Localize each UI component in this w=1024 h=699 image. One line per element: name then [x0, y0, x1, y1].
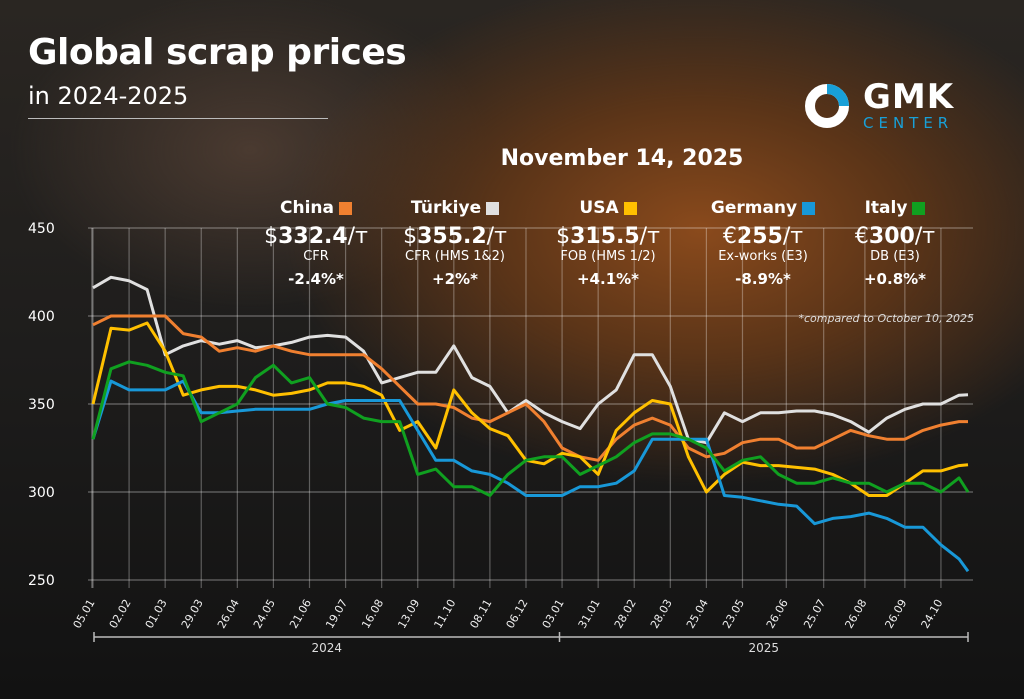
card-country: Germany [683, 198, 843, 218]
price-unit: /т [914, 224, 936, 249]
x-tick-label: 24.10 [919, 597, 946, 631]
x-tick-label: 03.01 [540, 597, 567, 631]
x-tick-label: 02.02 [107, 597, 134, 631]
x-tick-label: 06.12 [504, 597, 531, 631]
country-name: Italy [864, 198, 908, 218]
x-tick-label: 05.01 [71, 597, 98, 631]
x-tick-label: 24.05 [251, 597, 278, 631]
price-value: 255 [736, 224, 783, 249]
y-tick-label: 400 [28, 309, 55, 325]
card-country: USA [528, 198, 688, 218]
price-change: +2%* [432, 270, 478, 288]
price-card-usa: USA $315.5/т FOB (HMS 1/2) +4.1%* [528, 198, 688, 288]
x-tick-label: 26.09 [882, 597, 909, 631]
x-tick-label: 26.06 [764, 597, 791, 631]
price-value: 315.5 [570, 224, 640, 249]
x-tick-label: 01.03 [143, 597, 170, 631]
chart-subtitle: in 2024-2025 [28, 82, 189, 110]
legend-swatch [623, 201, 637, 215]
card-price: €255/т [683, 224, 843, 249]
x-tick-label: 11.10 [431, 597, 458, 631]
price-basis: FOB (HMS 1/2) [560, 249, 656, 264]
price-basis: CFR (HMS 1&2) [405, 249, 505, 264]
price-card-germany: Germany €255/т Ex-works (E3) -8.9%* [683, 198, 843, 288]
x-tick-label: 26.08 [842, 597, 869, 631]
price-unit: /т [486, 224, 507, 249]
country-name: Türkiye [410, 198, 482, 218]
series-line-germany [91, 379, 970, 573]
card-price: $355.2/т [375, 224, 535, 249]
price-unit: /т [782, 224, 804, 249]
logo-tagline: CENTER [863, 114, 954, 132]
series-line-china [92, 314, 968, 462]
price-card-türkiye: Türkiye $355.2/т CFR (HMS 1&2) +2%* [375, 198, 535, 288]
x-tick-label: 13.09 [395, 597, 422, 631]
title-divider [28, 118, 328, 119]
currency: $ [264, 224, 279, 249]
x-tick-label: 16.08 [359, 597, 386, 631]
x-tick-label: 28.02 [612, 597, 639, 631]
card-price: $332.4/т [236, 224, 396, 249]
report-date: November 14, 2025 [500, 146, 744, 171]
y-tick-label: 350 [28, 397, 55, 413]
price-basis: CFR [303, 249, 329, 264]
currency: $ [556, 224, 571, 249]
price-change: -2.4%* [288, 270, 344, 288]
currency: € [854, 224, 869, 249]
logo-name: GMK [863, 77, 955, 117]
y-tick-label: 300 [28, 485, 55, 501]
price-value: 355.2 [417, 224, 487, 249]
country-name: USA [579, 198, 619, 218]
x-tick-label: 28.03 [648, 597, 675, 631]
country-name: China [280, 198, 334, 218]
x-tick-label: 08.11 [467, 597, 494, 631]
x-tick-label: 31.01 [576, 597, 603, 631]
price-change: +0.8%* [863, 270, 926, 288]
legend-swatch [338, 201, 352, 215]
price-card-italy: Italy €300/т DB (E3) +0.8%* [815, 198, 975, 288]
x-tick-label: 25.04 [684, 597, 711, 631]
card-country: Italy [815, 198, 975, 218]
card-price: €300/т [815, 224, 975, 249]
country-name: Germany [710, 198, 798, 218]
card-price: $315.5/т [528, 224, 688, 249]
y-tick-label: 250 [28, 573, 55, 589]
year-label: 2024 [311, 641, 342, 655]
price-basis: Ex-works (E3) [718, 249, 808, 264]
price-basis: DB (E3) [870, 249, 920, 264]
price-change: +4.1%* [576, 270, 639, 288]
legend-swatch [802, 201, 816, 215]
card-country: China [236, 198, 396, 218]
currency: $ [403, 224, 418, 249]
series-line-italy [91, 360, 970, 497]
series-line-usa [91, 321, 969, 497]
x-tick-label: 29.03 [179, 597, 206, 631]
price-unit: /т [347, 224, 368, 249]
price-card-china: China $332.4/т CFR -2.4%* [236, 198, 396, 288]
price-value: 300 [868, 224, 915, 249]
chart-title: Global scrap prices [28, 32, 407, 73]
x-tick-label: 19.07 [323, 597, 350, 631]
legend-swatch [912, 201, 926, 215]
x-tick-label: 23.05 [720, 597, 747, 631]
y-tick-label: 450 [28, 221, 55, 237]
legend-swatch [486, 201, 500, 215]
x-tick-label: 25.07 [801, 597, 828, 631]
price-change: -8.9%* [735, 270, 791, 288]
gmk-logo: GMK CENTER [803, 80, 954, 131]
year-label: 2025 [748, 641, 779, 655]
x-tick-label: 21.06 [287, 597, 314, 631]
card-country: Türkiye [375, 198, 535, 218]
price-unit: /т [639, 224, 660, 249]
logo-ring-icon [805, 83, 849, 128]
x-tick-label: 26.04 [215, 597, 242, 631]
price-value: 332.4 [278, 224, 348, 249]
series-line-türkiye [92, 275, 969, 445]
currency: € [722, 224, 737, 249]
footnote: *compared to October 10, 2025 [798, 312, 974, 325]
